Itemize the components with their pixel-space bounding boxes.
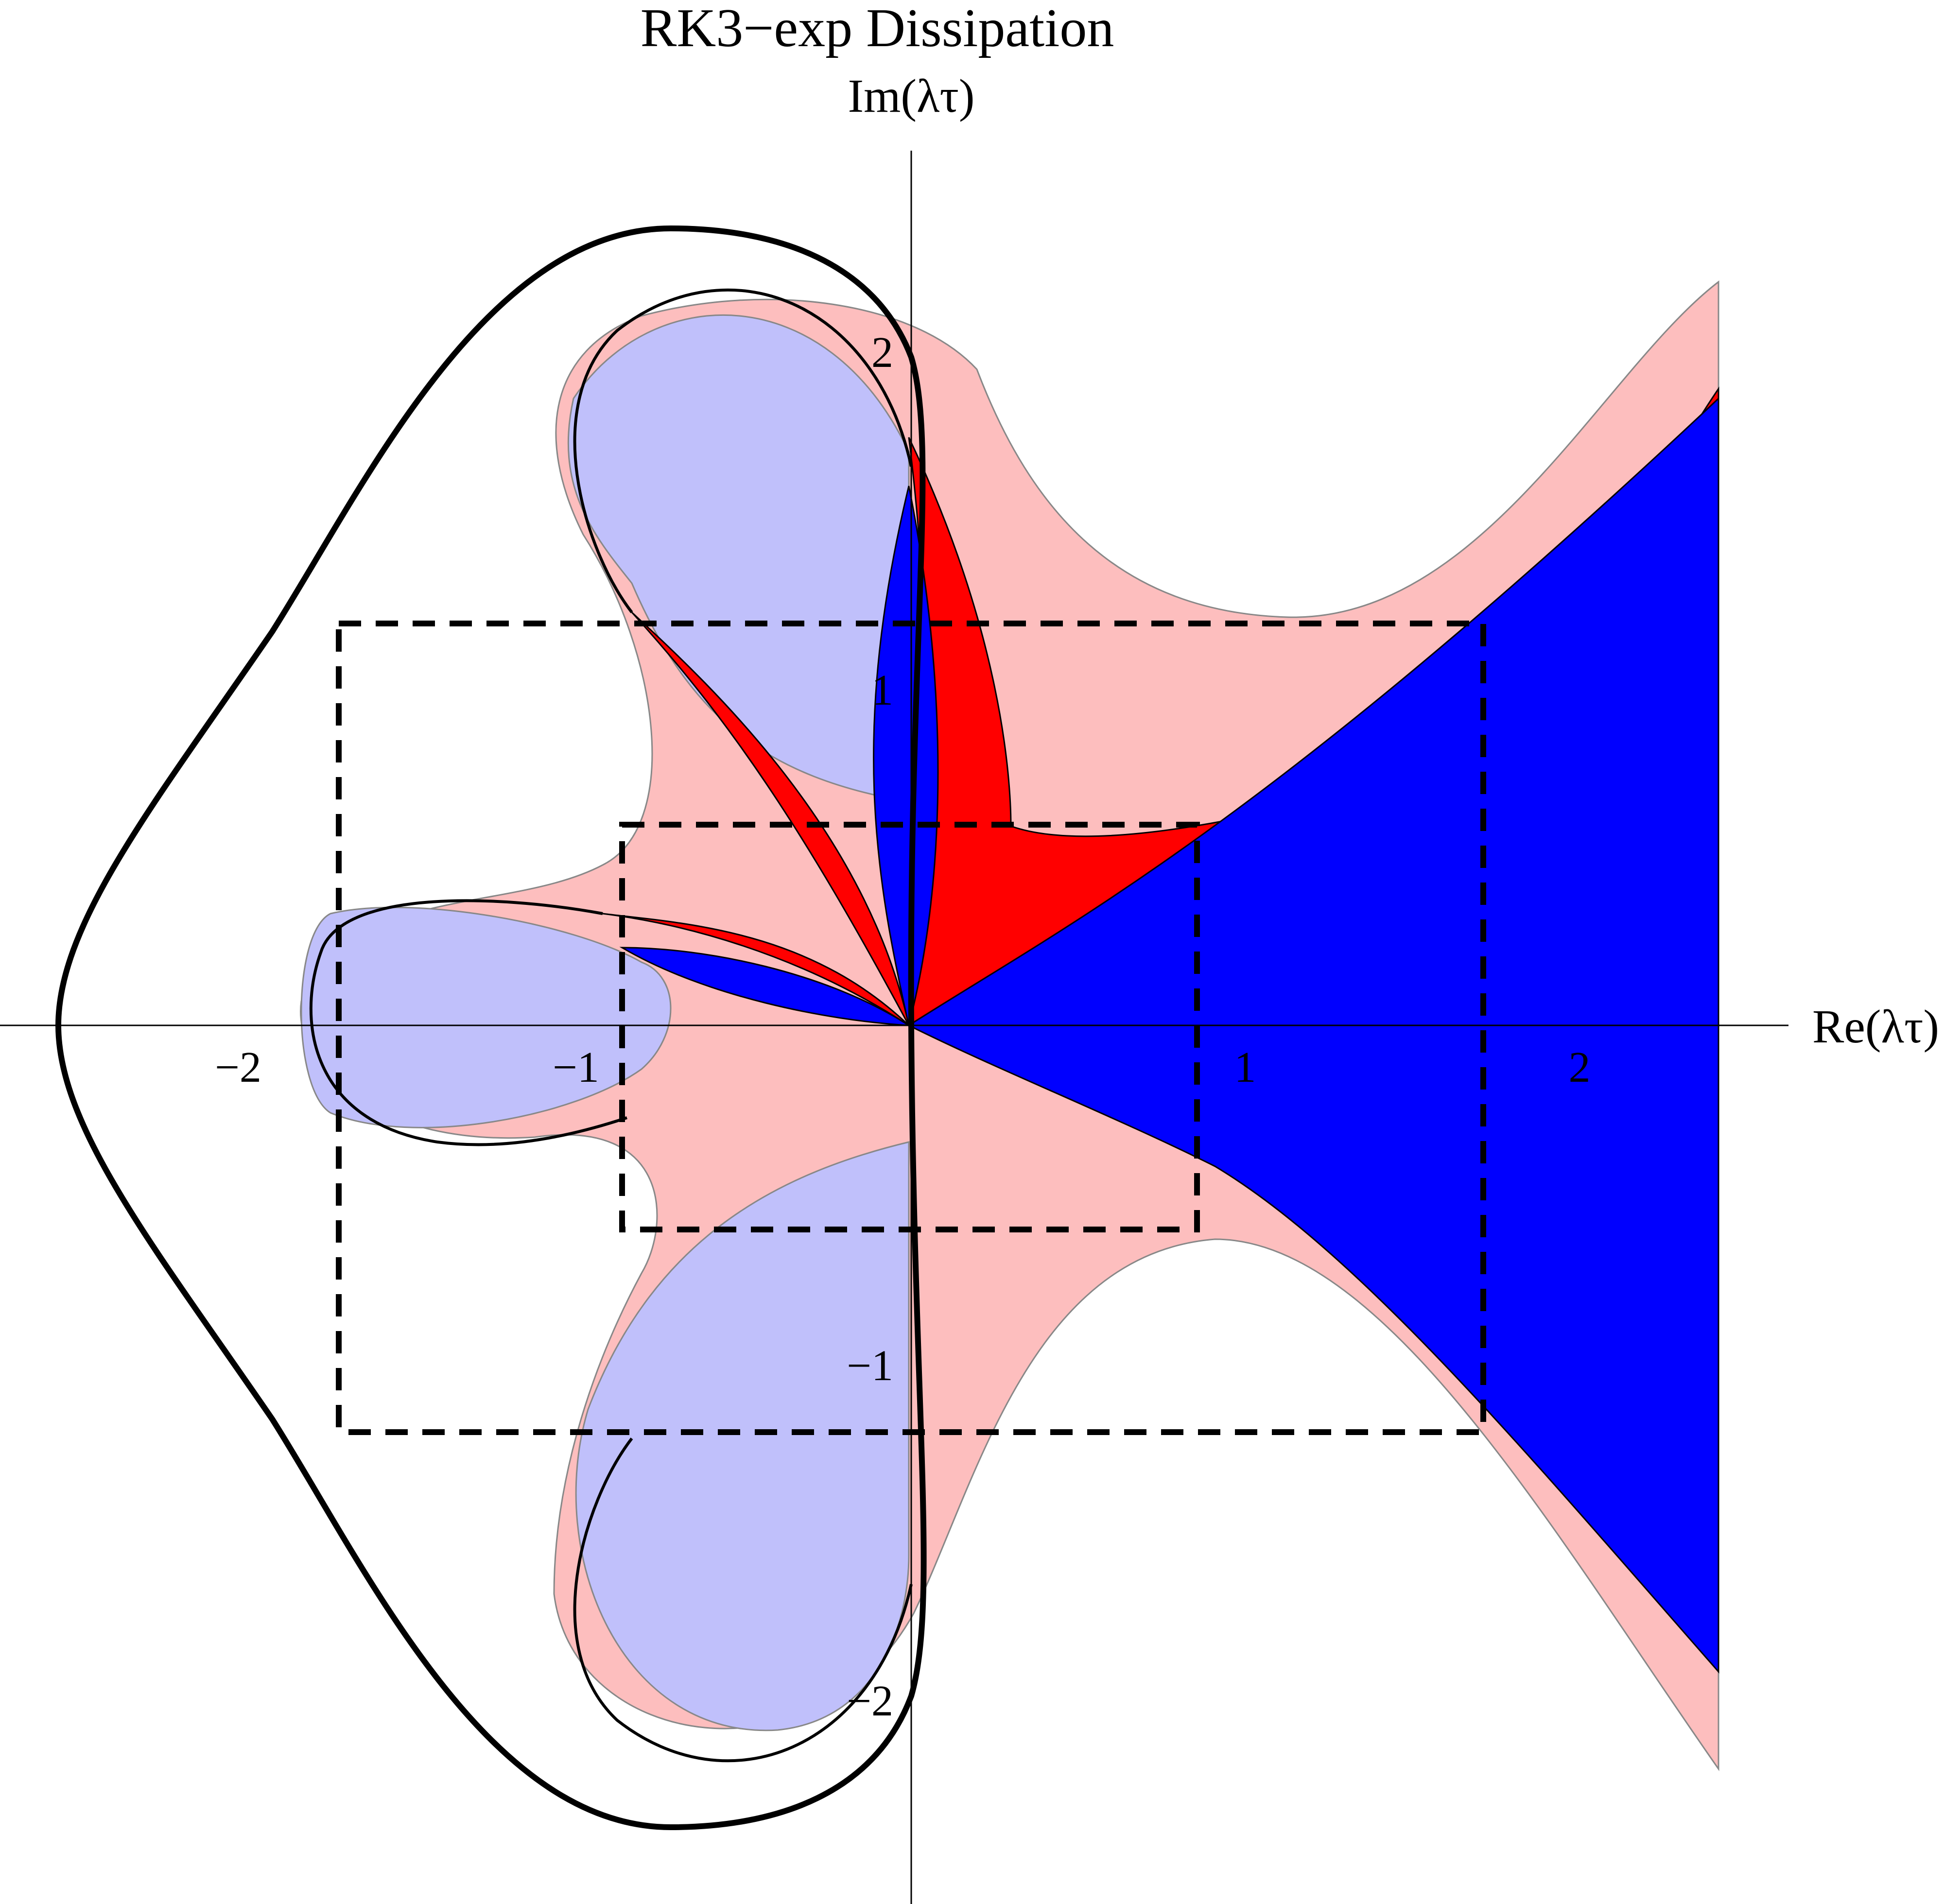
dashed-box-outer — [336, 621, 1486, 1435]
chart-title: RK3−exp Dissipation — [641, 0, 1114, 58]
x-tick-2: 2 — [1569, 1043, 1591, 1091]
blue-region — [619, 397, 1719, 1674]
x-axis-label: Re(λτ) — [1812, 1001, 1939, 1053]
dashed-box-inner — [619, 822, 1200, 1232]
y-tick-neg1: −1 — [847, 1342, 893, 1390]
y-tick-1: 1 — [871, 666, 893, 714]
y-tick-2: 2 — [871, 329, 893, 377]
y-axis-label: Im(λτ) — [848, 70, 974, 122]
x-tick-neg1: −1 — [553, 1043, 599, 1091]
upper-lobe-outline — [573, 288, 913, 613]
left-lobe-outline — [309, 899, 627, 1146]
x-tick-1: 1 — [1234, 1043, 1256, 1091]
outer-contour — [55, 225, 927, 1831]
y-tick-neg2: −2 — [847, 1677, 893, 1725]
lower-lobe-outline — [573, 1437, 913, 1763]
x-tick-neg2: −2 — [215, 1043, 261, 1091]
